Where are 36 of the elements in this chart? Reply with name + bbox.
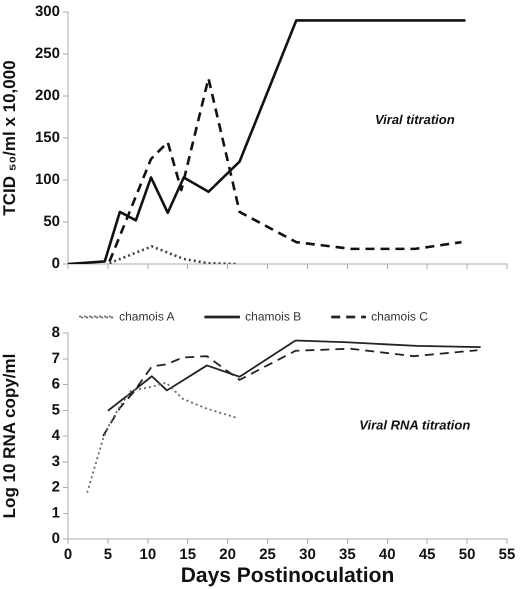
x-tick-label: 5 — [104, 546, 112, 564]
y-tick-label: 4 — [52, 427, 61, 444]
y-tick-label: 6 — [52, 376, 60, 393]
x-tick-label: 10 — [139, 546, 156, 564]
legend-label: chamois A — [119, 309, 174, 324]
y-axis-title: TCID ₅₀/ml x 10,000 — [0, 60, 19, 216]
annotation: Viral titration — [374, 112, 455, 127]
y-tick-label: 0 — [52, 255, 60, 272]
y-tick-label: 0 — [52, 530, 60, 548]
x-tick-label: 45 — [418, 546, 436, 564]
x-tick-label: 55 — [498, 546, 516, 564]
y-tick-label: 50 — [43, 213, 60, 230]
y-tick-label: 150 — [34, 129, 60, 146]
x-tick-label: 15 — [179, 546, 196, 564]
x-tick-label: 30 — [299, 546, 316, 564]
y-tick-label: 100 — [34, 171, 60, 188]
y-tick-label: 3 — [52, 452, 60, 470]
annotation: Viral RNA titration — [359, 417, 470, 432]
x-tick-label: 35 — [339, 546, 356, 564]
y-tick-label: 2 — [52, 478, 60, 496]
y-tick-label: 8 — [52, 324, 60, 342]
y-tick-label: 300 — [34, 3, 60, 20]
y-tick-label: 7 — [52, 350, 60, 367]
y-tick-label: 5 — [52, 401, 60, 418]
x-tick-label: 25 — [259, 546, 276, 564]
x-tick-label: 0 — [64, 546, 72, 564]
legend-label: chamois C — [371, 309, 428, 324]
x-tick-label: 50 — [458, 546, 476, 564]
x-tick-label: 20 — [219, 546, 236, 564]
y-axis-title: Log 10 RNA copy/ml — [0, 354, 19, 518]
y-tick-label: 250 — [34, 45, 60, 62]
x-tick-label: 40 — [378, 546, 396, 564]
y-tick-label: 200 — [34, 87, 60, 104]
x-axis-title: Days Postinoculation — [180, 564, 394, 588]
legend-label: chamois B — [245, 309, 302, 324]
y-tick-label: 1 — [52, 504, 60, 522]
